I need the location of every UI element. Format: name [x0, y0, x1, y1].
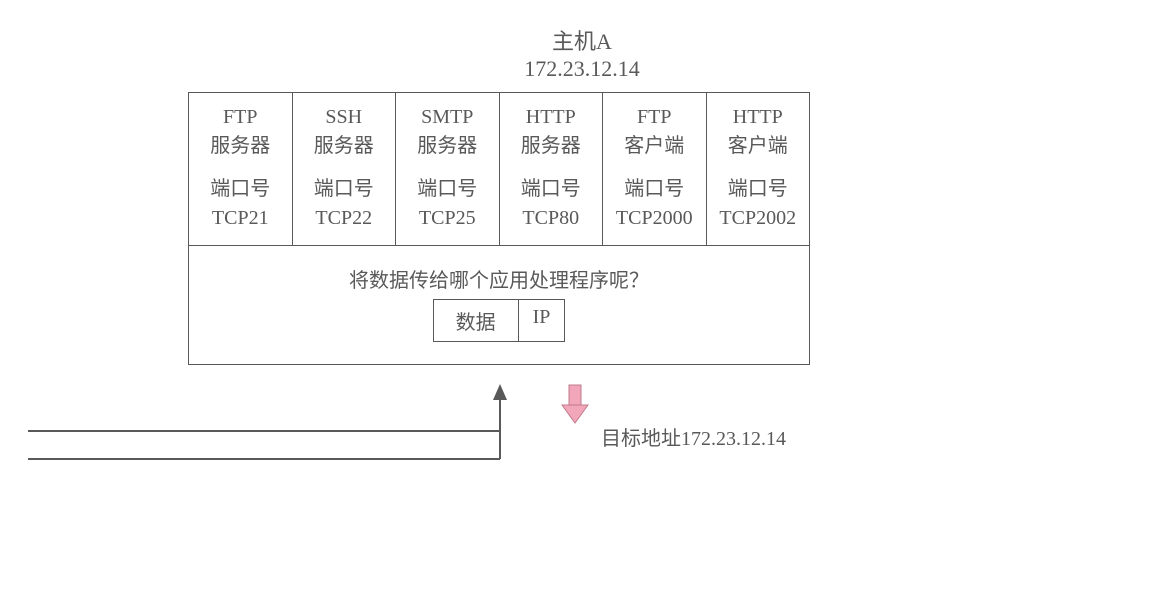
ip-down-arrow-icon [562, 385, 588, 423]
destination-ip: 172.23.12.14 [681, 428, 786, 450]
arrows-layer [0, 0, 1164, 598]
diagram-canvas: 主机A 172.23.12.14 FTP 服务器 端口号 TCP21 SSH 服… [0, 0, 1164, 598]
destination-label: 目标地址172.23.12.14 [601, 422, 786, 451]
destination-prefix: 目标地址 [601, 428, 681, 450]
arrow-up-icon [493, 384, 507, 400]
